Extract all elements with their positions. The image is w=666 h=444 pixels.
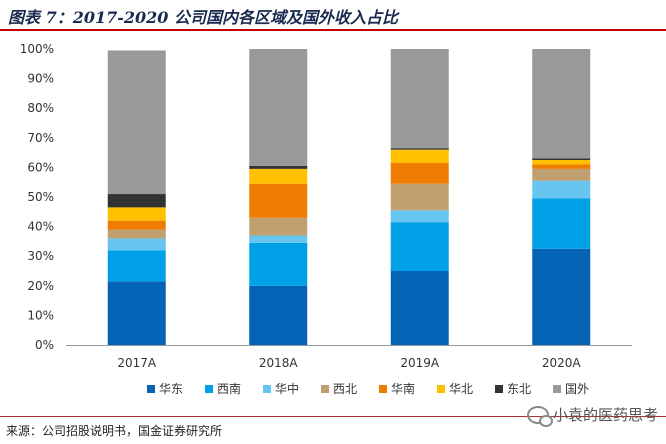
legend-swatch <box>263 385 271 393</box>
bar-segment <box>107 50 166 195</box>
y-tick-label: 30% <box>27 249 54 263</box>
legend-label: 东北 <box>507 382 531 396</box>
y-tick-label: 90% <box>27 72 54 86</box>
bar-segment <box>390 49 449 149</box>
legend-swatch <box>379 385 387 393</box>
source-note: 来源：公司招股说明书，国金证券研究所 <box>6 424 223 438</box>
bar-segment <box>532 164 591 169</box>
legend-label: 国外 <box>565 382 589 396</box>
bar-segment <box>249 165 308 169</box>
wechat-icon <box>526 405 553 427</box>
x-tick-label: 2020A <box>542 356 582 370</box>
y-tick-label: 40% <box>27 220 54 234</box>
bar-segment <box>107 220 166 230</box>
bar-segment <box>390 271 449 345</box>
x-tick-label: 2019A <box>400 356 440 370</box>
legend-swatch <box>321 385 329 393</box>
bar-segment <box>249 285 308 345</box>
bar-segment <box>390 222 449 271</box>
y-tick-label: 0% <box>35 338 54 352</box>
legend-label: 西南 <box>217 381 241 396</box>
legend-label: 华东 <box>159 382 183 396</box>
x-tick-label: 2018A <box>259 356 299 370</box>
title-bar: 图表 7：2017-2020 公司国内各区域及国外收入占比 <box>0 0 666 31</box>
title-divider <box>0 29 666 31</box>
bar-segment <box>107 194 166 208</box>
bar-segment <box>390 148 449 150</box>
bar-segment <box>532 180 591 199</box>
x-tick-label: 2017A <box>117 356 157 370</box>
bar-segment <box>107 238 166 251</box>
bar-segment <box>532 198 591 249</box>
legend-label: 华中 <box>275 381 299 396</box>
y-tick-label: 20% <box>27 279 54 293</box>
legend-label: 华北 <box>449 382 473 396</box>
legend-swatch <box>495 385 503 393</box>
bar-segment <box>249 168 308 184</box>
bar-segment <box>249 235 308 243</box>
bar-segment <box>532 158 591 160</box>
legend-swatch <box>553 385 561 393</box>
watermark-text: 小袁的医药思考 <box>552 406 658 424</box>
bar-segment <box>390 149 449 163</box>
y-tick-label: 60% <box>27 160 54 174</box>
y-tick-label: 10% <box>27 308 54 322</box>
bar-segment <box>107 250 166 282</box>
bar-segment <box>532 248 591 345</box>
legend-swatch <box>205 385 213 393</box>
bar-segment <box>249 183 308 218</box>
watermark: 小袁的医药思考 <box>526 404 658 427</box>
y-tick-label: 50% <box>27 190 54 204</box>
legend-label: 西北 <box>333 382 357 396</box>
bar-segment <box>532 160 591 165</box>
bar-segment <box>107 281 166 345</box>
bar-segment <box>107 229 166 239</box>
chart-title: 图表 7：2017-2020 公司国内各区域及国外收入占比 <box>8 8 398 27</box>
footer-divider <box>0 416 666 417</box>
legend-label: 华南 <box>391 381 415 396</box>
bar-segment <box>249 242 308 286</box>
y-tick-label: 100% <box>20 42 54 56</box>
bar-segment <box>249 217 308 236</box>
bar-segment <box>532 168 591 181</box>
y-tick-label: 70% <box>27 131 54 145</box>
legend-swatch <box>437 385 445 393</box>
bar-segment <box>249 49 308 166</box>
stacked-bar-chart: 0% 10% 20% 30% 40% 50% 60% 70% 80% 90% 100% 2017A 20… <box>20 42 632 396</box>
bar-segment <box>390 162 449 184</box>
bar-segment <box>107 207 166 221</box>
y-tick-label: 80% <box>27 101 54 115</box>
bar-segment <box>532 49 591 159</box>
bar-segment <box>390 183 449 211</box>
bar-segment <box>390 210 449 223</box>
legend-swatch <box>147 385 155 393</box>
